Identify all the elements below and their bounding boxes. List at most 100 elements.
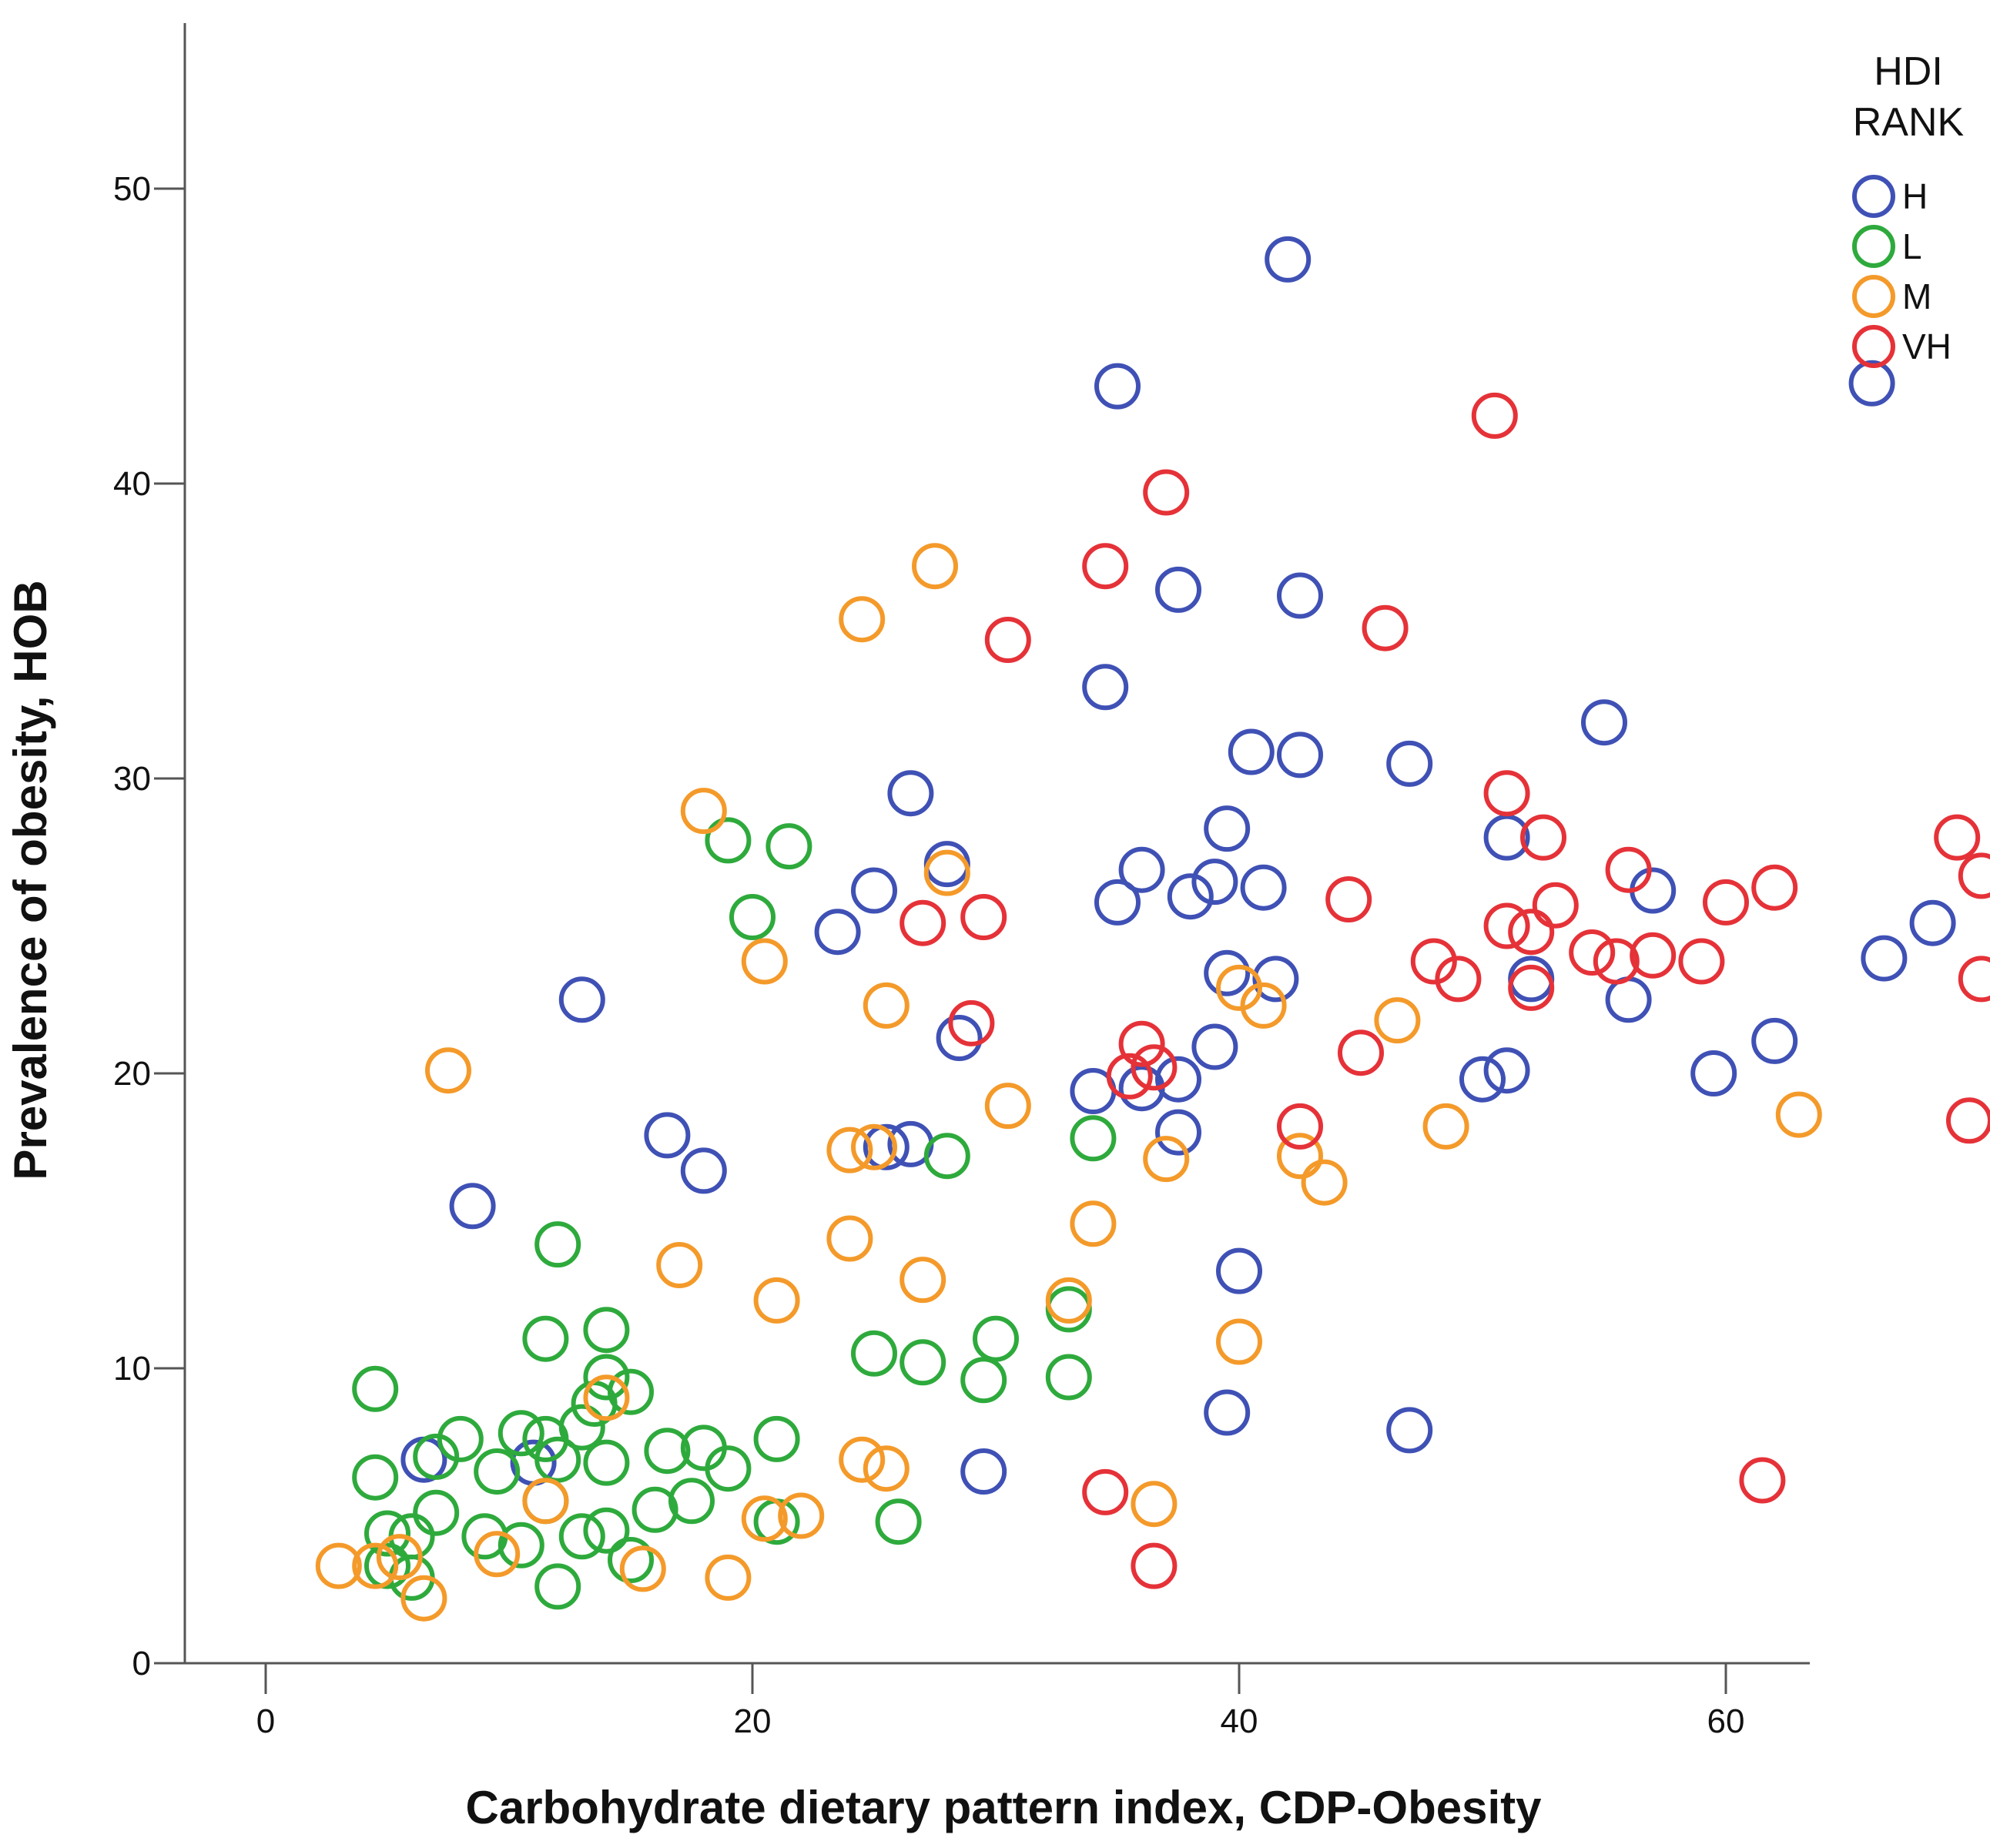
data-point-vh <box>1508 909 1555 956</box>
data-point-m <box>923 849 970 896</box>
data-point-l <box>766 823 812 870</box>
data-point-l <box>474 1448 521 1495</box>
data-point-l <box>583 1507 630 1554</box>
data-point-vh <box>1532 882 1579 929</box>
data-point-m <box>425 1047 471 1094</box>
data-point-vh <box>1958 956 1990 1003</box>
legend-label-l: L <box>1902 226 1922 266</box>
data-point-vh <box>1958 852 1990 899</box>
data-point-m <box>753 1277 800 1324</box>
data-point-l <box>729 894 776 940</box>
data-point-m <box>1301 1159 1348 1206</box>
data-point-l <box>364 1542 410 1589</box>
data-point-h <box>644 1112 691 1159</box>
data-point-vh <box>1435 956 1482 1003</box>
data-point-h <box>558 976 605 1023</box>
y-tick-label: 20 <box>113 1055 151 1093</box>
data-point-h <box>1277 732 1323 778</box>
data-point-vh <box>1338 1029 1384 1076</box>
y-tick-label: 0 <box>132 1645 151 1682</box>
data-point-m <box>900 1257 946 1304</box>
data-point-l <box>851 1330 897 1377</box>
data-point-vh <box>1410 938 1457 985</box>
data-point-vh <box>1508 964 1555 1011</box>
data-point-m <box>863 1445 910 1492</box>
data-point-h <box>1483 1047 1530 1094</box>
data-point-m <box>851 1123 897 1170</box>
series-m <box>315 543 1822 1622</box>
data-point-vh <box>1131 1542 1178 1589</box>
data-point-m <box>656 1242 703 1288</box>
data-point-l <box>705 817 752 864</box>
x-tick-label: 0 <box>256 1702 275 1740</box>
data-point-h <box>1204 949 1251 996</box>
legend-marker-l <box>1852 225 1895 268</box>
data-point-l <box>900 1339 946 1386</box>
data-point-h <box>814 909 861 956</box>
x-tick-label: 40 <box>1221 1702 1258 1740</box>
data-point-l <box>1045 1354 1092 1401</box>
data-point-h <box>1155 1109 1201 1156</box>
data-point-h <box>680 1147 727 1194</box>
y-tick-label: 40 <box>113 465 151 503</box>
series-l <box>352 817 1117 1610</box>
data-point-m <box>826 1127 873 1173</box>
data-point-vh <box>1593 938 1640 985</box>
data-point-h <box>1605 976 1652 1023</box>
data-point-vh <box>1751 864 1798 911</box>
legend-marker-h <box>1852 175 1895 218</box>
data-point-vh <box>948 999 995 1046</box>
data-point-l <box>558 1404 605 1451</box>
y-tick-label: 50 <box>113 170 151 208</box>
data-point-h <box>1848 360 1895 407</box>
data-point-h <box>1240 864 1287 911</box>
data-point-vh <box>1678 938 1725 985</box>
x-tick-label: 60 <box>1707 1702 1745 1740</box>
data-point-m <box>778 1492 825 1539</box>
data-point-l <box>413 1489 460 1536</box>
data-point-vh <box>1471 392 1518 439</box>
data-point-l <box>923 1133 970 1180</box>
data-point-l <box>583 1354 630 1401</box>
data-point-h <box>1909 899 1956 946</box>
data-point-m <box>741 1495 788 1542</box>
data-point-l <box>1045 1286 1092 1333</box>
data-point-h <box>1277 572 1323 619</box>
data-point-h <box>1191 1023 1238 1070</box>
data-point-m <box>741 938 788 985</box>
data-point-l <box>437 1415 484 1462</box>
data-point-h <box>1751 1017 1798 1064</box>
data-point-m <box>474 1531 521 1578</box>
data-point-l <box>875 1498 922 1545</box>
data-point-m <box>680 788 727 835</box>
axes: 01020304050020406080100120 <box>113 23 1810 1740</box>
data-point-m <box>315 1542 362 1589</box>
data-point-vh <box>1483 770 1530 817</box>
data-point-vh <box>1277 1103 1323 1150</box>
data-point-h <box>1508 956 1555 1003</box>
data-point-vh <box>1739 1457 1786 1504</box>
legend-label-h: H <box>1902 176 1928 216</box>
legend-title-line-1: HDI <box>1874 49 1943 94</box>
data-point-m <box>619 1545 666 1592</box>
data-point-h <box>1252 956 1299 1003</box>
data-point-vh <box>1143 469 1190 516</box>
legend-marker-m <box>1852 275 1895 318</box>
data-point-l <box>705 1445 752 1492</box>
data-point-m <box>1070 1200 1117 1247</box>
data-point-vh <box>1362 604 1409 651</box>
series-h <box>400 236 1956 1495</box>
data-point-vh <box>960 894 1007 940</box>
data-point-vh <box>1934 814 1981 861</box>
data-point-vh <box>1520 814 1566 861</box>
data-point-l <box>960 1357 1007 1404</box>
data-point-m <box>705 1554 752 1601</box>
data-point-h <box>1386 1407 1433 1454</box>
data-point-l <box>558 1513 605 1560</box>
data-point-h <box>1155 566 1201 613</box>
data-point-l <box>352 1365 399 1412</box>
data-point-h <box>449 1183 496 1230</box>
data-point-h <box>863 1123 910 1170</box>
data-point-m <box>839 596 886 643</box>
data-point-h <box>887 770 934 817</box>
